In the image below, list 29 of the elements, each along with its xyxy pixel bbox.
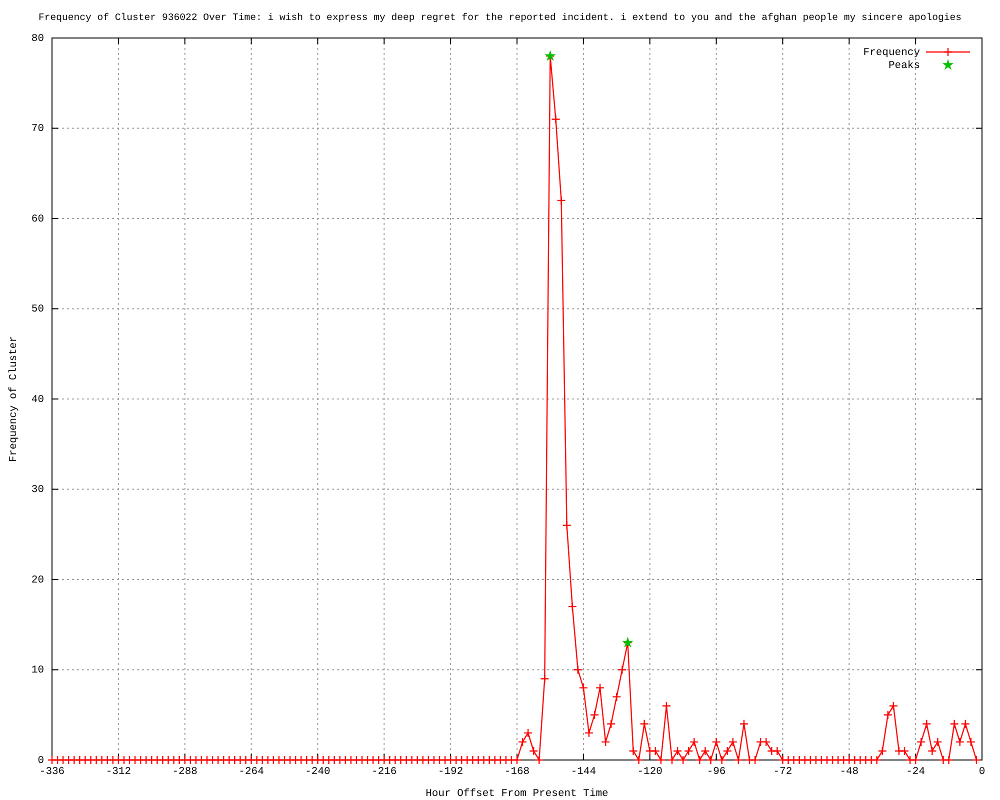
x-tick-label: -264 xyxy=(238,766,264,778)
x-tick-label: -288 xyxy=(172,766,198,778)
y-axis-title: Frequency of Cluster xyxy=(8,336,20,462)
x-tick-label: -216 xyxy=(372,766,397,778)
x-tick-label: 0 xyxy=(978,766,986,778)
chart-title: Frequency of Cluster 936022 Over Time: i wish to express my deep regret for the reported incident. i extend to you and the afghan people my sincere apologies xyxy=(38,12,962,23)
x-tick-label: -192 xyxy=(438,766,464,778)
x-tick-label: -312 xyxy=(106,766,132,778)
y-tick-label: 50 xyxy=(31,304,44,316)
x-tick-label: -72 xyxy=(773,766,792,778)
x-tick-label: -144 xyxy=(570,766,596,778)
x-tick-label: -48 xyxy=(840,766,859,778)
y-tick-label: 70 xyxy=(31,123,44,136)
y-tick-label: 20 xyxy=(31,574,44,586)
x-tick-label: -24 xyxy=(906,766,926,778)
x-tick-label: -240 xyxy=(305,766,330,778)
x-axis-title: Hour Offset From Present Time xyxy=(426,788,608,800)
legend-label: Peaks xyxy=(888,60,920,72)
x-tick-label: -168 xyxy=(504,766,530,778)
y-tick-label: 30 xyxy=(31,484,44,496)
y-tick-label: 40 xyxy=(31,394,44,406)
y-tick-label: 10 xyxy=(31,664,44,677)
x-tick-label: -120 xyxy=(637,766,662,778)
x-tick-label: -336 xyxy=(39,766,65,778)
x-tick-label: -96 xyxy=(706,766,726,778)
y-tick-label: 0 xyxy=(38,754,44,767)
y-tick-label: 60 xyxy=(31,213,44,226)
y-tick-label: 80 xyxy=(31,32,44,45)
legend-label: Frequency xyxy=(863,46,920,59)
